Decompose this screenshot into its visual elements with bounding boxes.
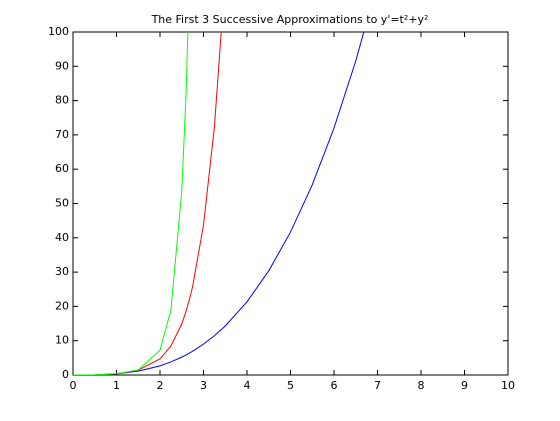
chart-title: The First 3 Successive Approximations to…: [151, 13, 429, 26]
series-line: [73, 32, 365, 375]
x-tick-label: 4: [244, 379, 251, 392]
y-tick-label: 70: [55, 128, 69, 141]
series-line: [73, 32, 189, 375]
x-tick-label: 5: [287, 379, 294, 392]
x-tick-label: 8: [418, 379, 425, 392]
x-tick-label: 7: [374, 379, 381, 392]
y-tick-label: 0: [62, 368, 69, 381]
y-tick-label: 50: [55, 197, 69, 210]
y-tick-label: 20: [55, 299, 69, 312]
y-tick-label: 40: [55, 231, 69, 244]
x-tick-label: 2: [157, 379, 164, 392]
y-tick-label: 80: [55, 94, 69, 107]
x-tick-label: 3: [200, 379, 207, 392]
y-tick-label: 10: [55, 334, 69, 347]
x-tick-label: 1: [113, 379, 120, 392]
y-tick-label: 90: [55, 59, 69, 72]
x-tick-label: 6: [331, 379, 338, 392]
y-tick-label: 100: [48, 25, 69, 38]
y-tick-label: 60: [55, 162, 69, 175]
x-tick-label: 9: [461, 379, 468, 392]
x-tick-label: 10: [501, 379, 515, 392]
x-tick-label: 0: [70, 379, 77, 392]
y-tick-label: 30: [55, 265, 69, 278]
